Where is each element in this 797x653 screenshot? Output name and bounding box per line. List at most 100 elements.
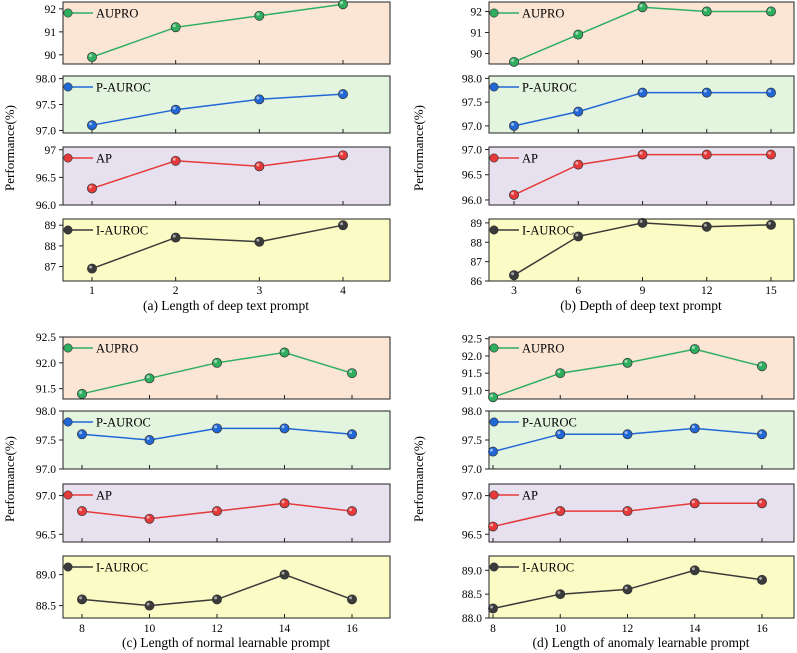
panel-background bbox=[488, 483, 795, 543]
data-point bbox=[87, 183, 97, 194]
panel-background bbox=[62, 1, 391, 65]
panel-ap: 96.5 97.0 AP bbox=[462, 483, 795, 543]
data-point-highlight bbox=[146, 602, 150, 606]
subplot-d: 91.0 91.5 92.0 92.5 AUPRO 97.0 97.5 98.0 P-AUROC… bbox=[411, 334, 795, 650]
data-point-highlight bbox=[172, 157, 176, 161]
data-point bbox=[637, 87, 648, 98]
data-point bbox=[555, 589, 566, 600]
legend-label: AP bbox=[96, 152, 112, 166]
data-point-highlight bbox=[511, 58, 515, 62]
x-tick-label: 1 bbox=[89, 285, 95, 297]
panel-background bbox=[62, 555, 391, 619]
data-point-highlight bbox=[768, 151, 772, 155]
data-point-highlight bbox=[340, 152, 344, 156]
x-tick-label: 9 bbox=[640, 285, 646, 297]
data-point bbox=[766, 149, 776, 160]
data-point-highlight bbox=[575, 108, 579, 112]
y-tick-label: 96.5 bbox=[36, 529, 56, 541]
data-point-highlight bbox=[624, 586, 628, 590]
y-tick-label: 91.5 bbox=[36, 384, 56, 396]
y-tick-label: 89.0 bbox=[36, 570, 56, 582]
y-axis-label: Performance(%) bbox=[411, 436, 426, 522]
y-tick-label: 88.5 bbox=[462, 589, 482, 601]
panel-i-auroc: 88.0 88.5 89.0 I-AUROC bbox=[462, 555, 795, 625]
legend-marker bbox=[63, 153, 73, 163]
data-point-highlight bbox=[79, 390, 83, 394]
legend-label: P-AUROC bbox=[522, 416, 577, 430]
data-point bbox=[212, 594, 222, 605]
data-point bbox=[254, 236, 265, 247]
data-point bbox=[254, 94, 265, 105]
data-point-highlight bbox=[281, 571, 285, 575]
y-tick-label: 96.0 bbox=[36, 200, 56, 212]
data-point-highlight bbox=[624, 359, 628, 363]
y-axis-label: Performance(%) bbox=[2, 105, 17, 191]
legend-label: AP bbox=[522, 152, 538, 166]
y-tick-label: 97.0 bbox=[462, 145, 482, 157]
data-point-highlight bbox=[79, 431, 83, 435]
legend-marker bbox=[63, 490, 73, 500]
data-point-highlight bbox=[89, 265, 93, 269]
panel-background bbox=[62, 218, 391, 282]
panel-p-auroc: 97.0 97.5 98.0 P-AUROC bbox=[36, 74, 391, 137]
data-point bbox=[338, 0, 348, 10]
data-point bbox=[637, 2, 648, 13]
data-point-highlight bbox=[79, 596, 83, 600]
legend-label: I-AUROC bbox=[96, 224, 148, 238]
data-point-highlight bbox=[691, 567, 695, 571]
data-point bbox=[87, 263, 97, 274]
legend-marker bbox=[63, 417, 73, 427]
data-point bbox=[555, 506, 566, 517]
data-point bbox=[555, 429, 566, 440]
data-point bbox=[573, 106, 584, 117]
x-tick-label: 12 bbox=[211, 623, 223, 635]
data-point bbox=[689, 565, 700, 576]
y-tick-label: 92 bbox=[471, 6, 483, 18]
x-tick-label: 12 bbox=[622, 623, 634, 635]
data-point-highlight bbox=[89, 54, 93, 58]
panel-ap: 96.0 96.5 97.0 AP bbox=[462, 145, 795, 207]
x-tick-label: 16 bbox=[756, 623, 768, 635]
y-tick-label: 98.0 bbox=[36, 406, 56, 418]
legend-marker bbox=[63, 82, 73, 92]
subplot-b: 90 91 92 AUPRO 97.0 97.5 98.0 P-AUROC 96.0 96.5 97… bbox=[411, 1, 795, 313]
y-tick-label: 92.5 bbox=[462, 334, 482, 346]
data-point-highlight bbox=[759, 363, 763, 367]
data-point bbox=[279, 347, 290, 358]
y-tick-label: 96.5 bbox=[462, 529, 482, 541]
data-point-highlight bbox=[557, 508, 561, 512]
data-point-highlight bbox=[557, 591, 561, 595]
x-tick-label: 14 bbox=[689, 623, 701, 635]
legend-marker bbox=[489, 153, 499, 163]
legend-label: P-AUROC bbox=[96, 81, 151, 95]
y-tick-label: 97.5 bbox=[36, 435, 56, 447]
data-point bbox=[144, 513, 155, 524]
data-point-highlight bbox=[490, 605, 494, 609]
data-point-highlight bbox=[79, 508, 83, 512]
series-line-i-auroc bbox=[91, 224, 344, 270]
data-point-highlight bbox=[691, 346, 695, 350]
data-point bbox=[77, 429, 87, 440]
data-point bbox=[347, 368, 357, 379]
legend-marker bbox=[489, 343, 499, 353]
legend-label: AUPRO bbox=[96, 342, 138, 356]
series-line-p-auroc bbox=[91, 93, 344, 126]
y-tick-label: 97.0 bbox=[36, 125, 56, 137]
data-point-highlight bbox=[490, 448, 494, 452]
data-point-highlight bbox=[624, 431, 628, 435]
y-tick-label: 90 bbox=[45, 50, 57, 62]
data-point-highlight bbox=[349, 596, 353, 600]
panel-i-auroc: 87 88 89 I-AUROC bbox=[45, 218, 391, 282]
legend-label: I-AUROC bbox=[96, 561, 148, 575]
data-point bbox=[637, 149, 648, 160]
data-point bbox=[689, 344, 700, 355]
data-point-highlight bbox=[281, 425, 285, 429]
data-point bbox=[279, 569, 290, 580]
data-point bbox=[144, 435, 155, 445]
x-tick-label: 16 bbox=[346, 623, 358, 635]
panel-background bbox=[62, 483, 391, 543]
y-tick-label: 97.0 bbox=[462, 464, 482, 476]
x-tick-label: 14 bbox=[279, 623, 291, 635]
data-point bbox=[488, 392, 498, 403]
y-tick-label: 91 bbox=[471, 27, 483, 39]
